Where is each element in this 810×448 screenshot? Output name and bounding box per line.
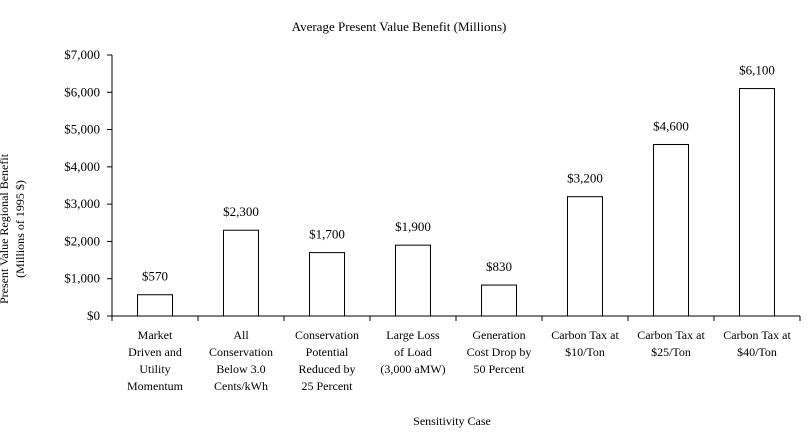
bar — [309, 252, 345, 317]
y-tick-label: $5,000 — [64, 122, 100, 137]
bar — [395, 244, 431, 317]
y-axis-title: Present Value Regional Benefit(Millions … — [0, 153, 27, 304]
bar — [653, 143, 689, 317]
y-axis-ticks: $0 $1,000 $2,000 $3,000 $4,000 $5,000 $6,000 $7… — [64, 47, 801, 323]
y-tick-label: $7,000 — [64, 47, 100, 62]
data-label: $2,300 — [223, 204, 259, 219]
category-labels: Market Driven and Utility Momentum All Conser… — [127, 328, 791, 393]
bar — [481, 284, 517, 317]
y-tick-label: $6,000 — [64, 84, 100, 99]
chart-title: Average Present Value Benefit (Millions) — [292, 19, 507, 34]
y-tick-label: $2,000 — [64, 233, 100, 248]
bars — [137, 88, 775, 317]
data-labels: $570 $2,300 $1,700 $1,900 $830 $3,200 $4,600 $6… — [142, 63, 775, 284]
category-label: Carbon Tax at $25/Ton — [637, 328, 705, 359]
data-label: $6,100 — [739, 63, 775, 78]
bar — [567, 196, 603, 317]
bar — [137, 294, 173, 317]
category-label: Market Driven and Utility Momentum — [127, 328, 184, 393]
data-label: $1,900 — [395, 219, 431, 234]
data-label: $1,700 — [309, 227, 345, 242]
category-label: All Conservation Below 3.0 Cents/kWh — [209, 328, 273, 393]
axes — [111, 55, 800, 317]
data-label: $3,200 — [567, 171, 603, 186]
bar — [739, 88, 775, 317]
bar — [223, 229, 259, 317]
category-label: Conservation Potential Reduced by 25 Percen… — [295, 328, 359, 393]
category-label: Generation Cost Drop by 50 Percent — [467, 328, 532, 376]
data-label: $4,600 — [653, 118, 689, 133]
y-tick-label: $1,000 — [64, 271, 100, 286]
data-label: $830 — [486, 259, 512, 274]
y-tick-label: $0 — [87, 308, 100, 323]
x-axis-title: Sensitivity Case — [413, 414, 491, 428]
category-label: Large Loss of Load (3,000 aMW) — [380, 328, 445, 376]
y-tick-label: $4,000 — [64, 159, 100, 174]
data-label: $570 — [142, 269, 168, 284]
category-label: Carbon Tax at $40/Ton — [723, 328, 791, 359]
y-axis-title-text: Present Value Regional Benefit(Millions … — [0, 153, 27, 304]
category-label: Carbon Tax at $10/Ton — [551, 328, 619, 359]
y-tick-label: $3,000 — [64, 196, 100, 211]
